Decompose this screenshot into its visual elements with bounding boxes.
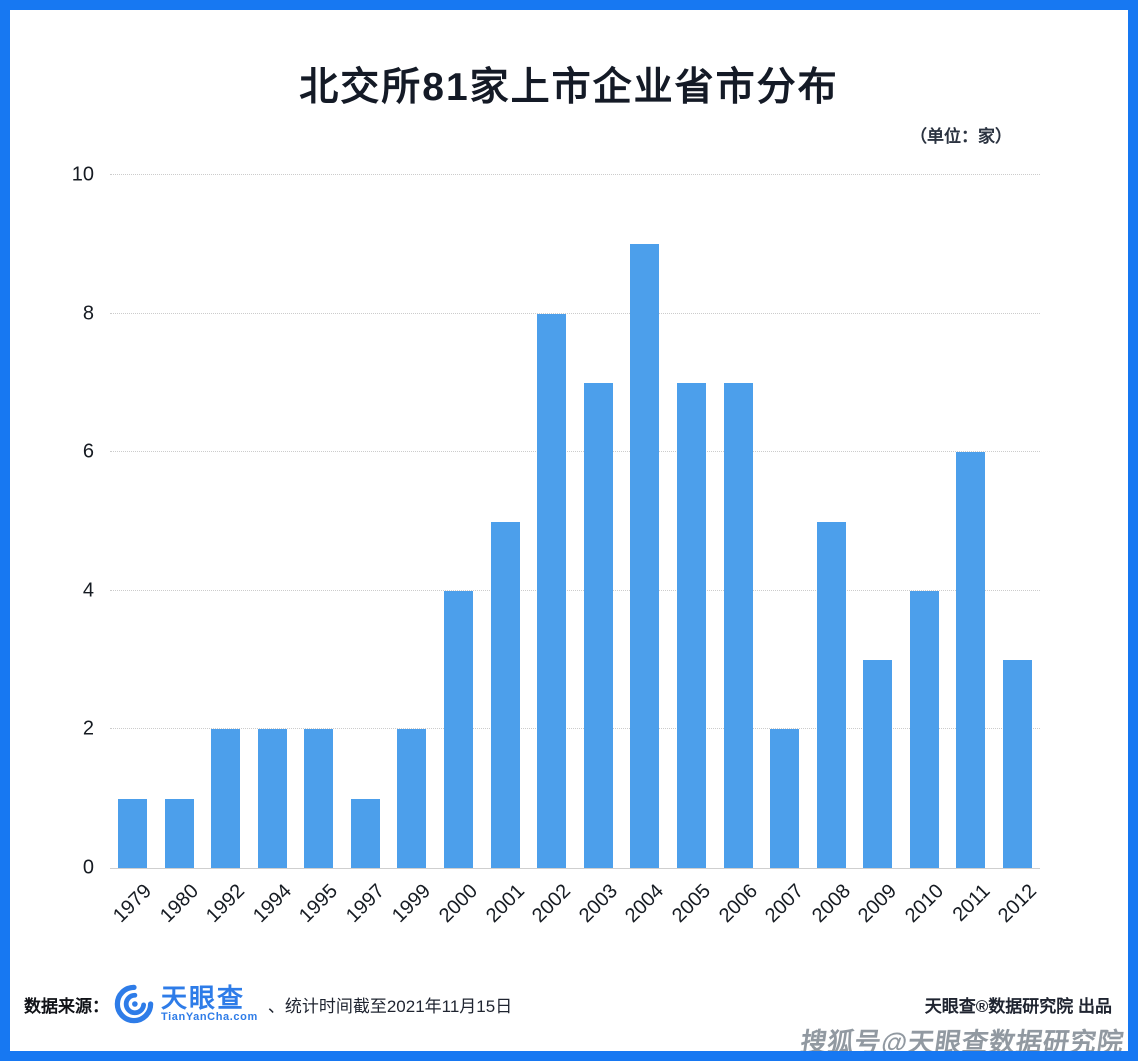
bar-1980 — [164, 798, 194, 868]
gridline — [110, 312, 1040, 314]
chart-title: 北交所81家上市企业省市分布 — [299, 66, 839, 109]
x-tick-label: 1997 — [341, 880, 389, 928]
bar-1994 — [257, 729, 287, 868]
x-tick-label: 1979 — [109, 880, 157, 928]
bar-2002 — [537, 313, 567, 868]
bar-column: 2008 — [808, 175, 855, 927]
bar-2010 — [909, 590, 939, 868]
bar-1995 — [304, 729, 334, 868]
bar-column: 2012 — [994, 175, 1041, 927]
bar-2012 — [1002, 660, 1032, 868]
gridline — [110, 174, 1040, 175]
logo-text: 天眼查 TianYanCha.com — [161, 982, 258, 1024]
bar-column: 1992 — [202, 175, 249, 927]
x-tick-label: 2012 — [994, 880, 1042, 928]
y-tick-label: 8 — [82, 302, 94, 325]
bar-2005 — [676, 382, 706, 868]
x-tick-label: 2008 — [807, 880, 855, 928]
x-tick-label: 2002 — [528, 880, 576, 928]
watermark: 搜狐号@天眼查数据研究院 — [798, 1027, 1126, 1057]
bar-2011 — [956, 452, 986, 868]
bar-column: 2004 — [621, 175, 668, 927]
tianyancha-logo-icon — [114, 984, 154, 1024]
bar-2004 — [630, 244, 660, 868]
gridline — [110, 589, 1040, 591]
x-tick-label: 2007 — [761, 880, 809, 928]
bar-1997 — [350, 798, 380, 868]
x-tick-label: 2011 — [948, 880, 995, 926]
bar-2009 — [863, 660, 893, 868]
x-tick-label: 2003 — [574, 880, 622, 928]
x-tick-label: 1999 — [388, 880, 436, 928]
bar-2007 — [770, 729, 800, 868]
y-tick-label: 0 — [82, 856, 94, 879]
y-tick-label: 6 — [82, 440, 94, 463]
gridline — [110, 728, 1040, 730]
x-tick-label: 2004 — [621, 880, 669, 928]
bar-column: 2003 — [575, 175, 622, 927]
footer-source: 数据来源： 天眼查 TianYanCha.com 、统计时间截至2021年11月… — [24, 983, 512, 1025]
bar-column: 2005 — [668, 175, 715, 927]
bar-column: 1994 — [249, 175, 296, 927]
source-label: 数据来源： — [24, 996, 109, 1016]
y-tick-label: 2 — [82, 717, 94, 740]
bar-1992 — [211, 729, 241, 868]
bar-2000 — [444, 590, 474, 868]
tianyancha-logo: 天眼查 TianYanCha.com — [113, 983, 258, 1025]
bar-2003 — [583, 382, 613, 868]
x-tick-label: 1980 — [155, 880, 203, 928]
unit-label: （单位：家） — [910, 127, 1012, 146]
bar-column: 1979 — [109, 175, 156, 927]
x-tick-label: 1994 — [248, 880, 296, 928]
x-tick-label: 1995 — [295, 880, 343, 928]
logo-name: 天眼查 — [161, 982, 246, 1013]
bar-column: 2001 — [482, 175, 529, 927]
logo-subtitle: TianYanCha.com — [161, 1010, 258, 1023]
bar-2001 — [490, 521, 520, 868]
bar-column: 2000 — [435, 175, 482, 927]
statistics-note: 、统计时间截至2021年11月15日 — [267, 996, 513, 1016]
x-tick-label: 2009 — [854, 880, 902, 928]
bar-column: 2010 — [901, 175, 948, 927]
bar-column: 2002 — [528, 175, 575, 927]
footer-credit: 天眼查®数据研究院 出品 — [924, 996, 1112, 1016]
bar-2006 — [723, 382, 753, 868]
bar-1999 — [397, 729, 427, 868]
bar-column: 2006 — [715, 175, 762, 927]
y-tick-label: 10 — [71, 163, 94, 186]
x-tick-label: 2010 — [900, 880, 948, 928]
y-tick-label: 4 — [82, 579, 94, 602]
bar-column: 2009 — [854, 175, 901, 927]
x-tick-label: 2006 — [714, 880, 762, 928]
bar-column: 1995 — [295, 175, 342, 927]
gridline — [110, 451, 1040, 453]
x-tick-label: 2001 — [481, 880, 529, 928]
bar-column: 2007 — [761, 175, 808, 927]
bar-1979 — [118, 798, 147, 868]
footer: 数据来源： 天眼查 TianYanCha.com 、统计时间截至2021年11月… — [24, 983, 1112, 1025]
plot-area: 1979 1980 1992 1994 1995 1997 1999 2000 2001 2002… — [109, 175, 1041, 927]
x-tick-label: 2000 — [435, 880, 483, 928]
x-tick-label: 2005 — [667, 880, 715, 928]
bar-2008 — [816, 521, 846, 868]
bar-column: 1999 — [389, 175, 436, 927]
bar-chart: 0 2 4 6 8 10 1979 1980 1992 1994 1995 1997 1999 2000… — [72, 164, 1041, 928]
bar-column: 2011 — [948, 175, 994, 926]
bar-column: 1980 — [156, 175, 203, 927]
bar-column: 1997 — [342, 175, 389, 927]
x-tick-label: 1992 — [202, 880, 250, 928]
